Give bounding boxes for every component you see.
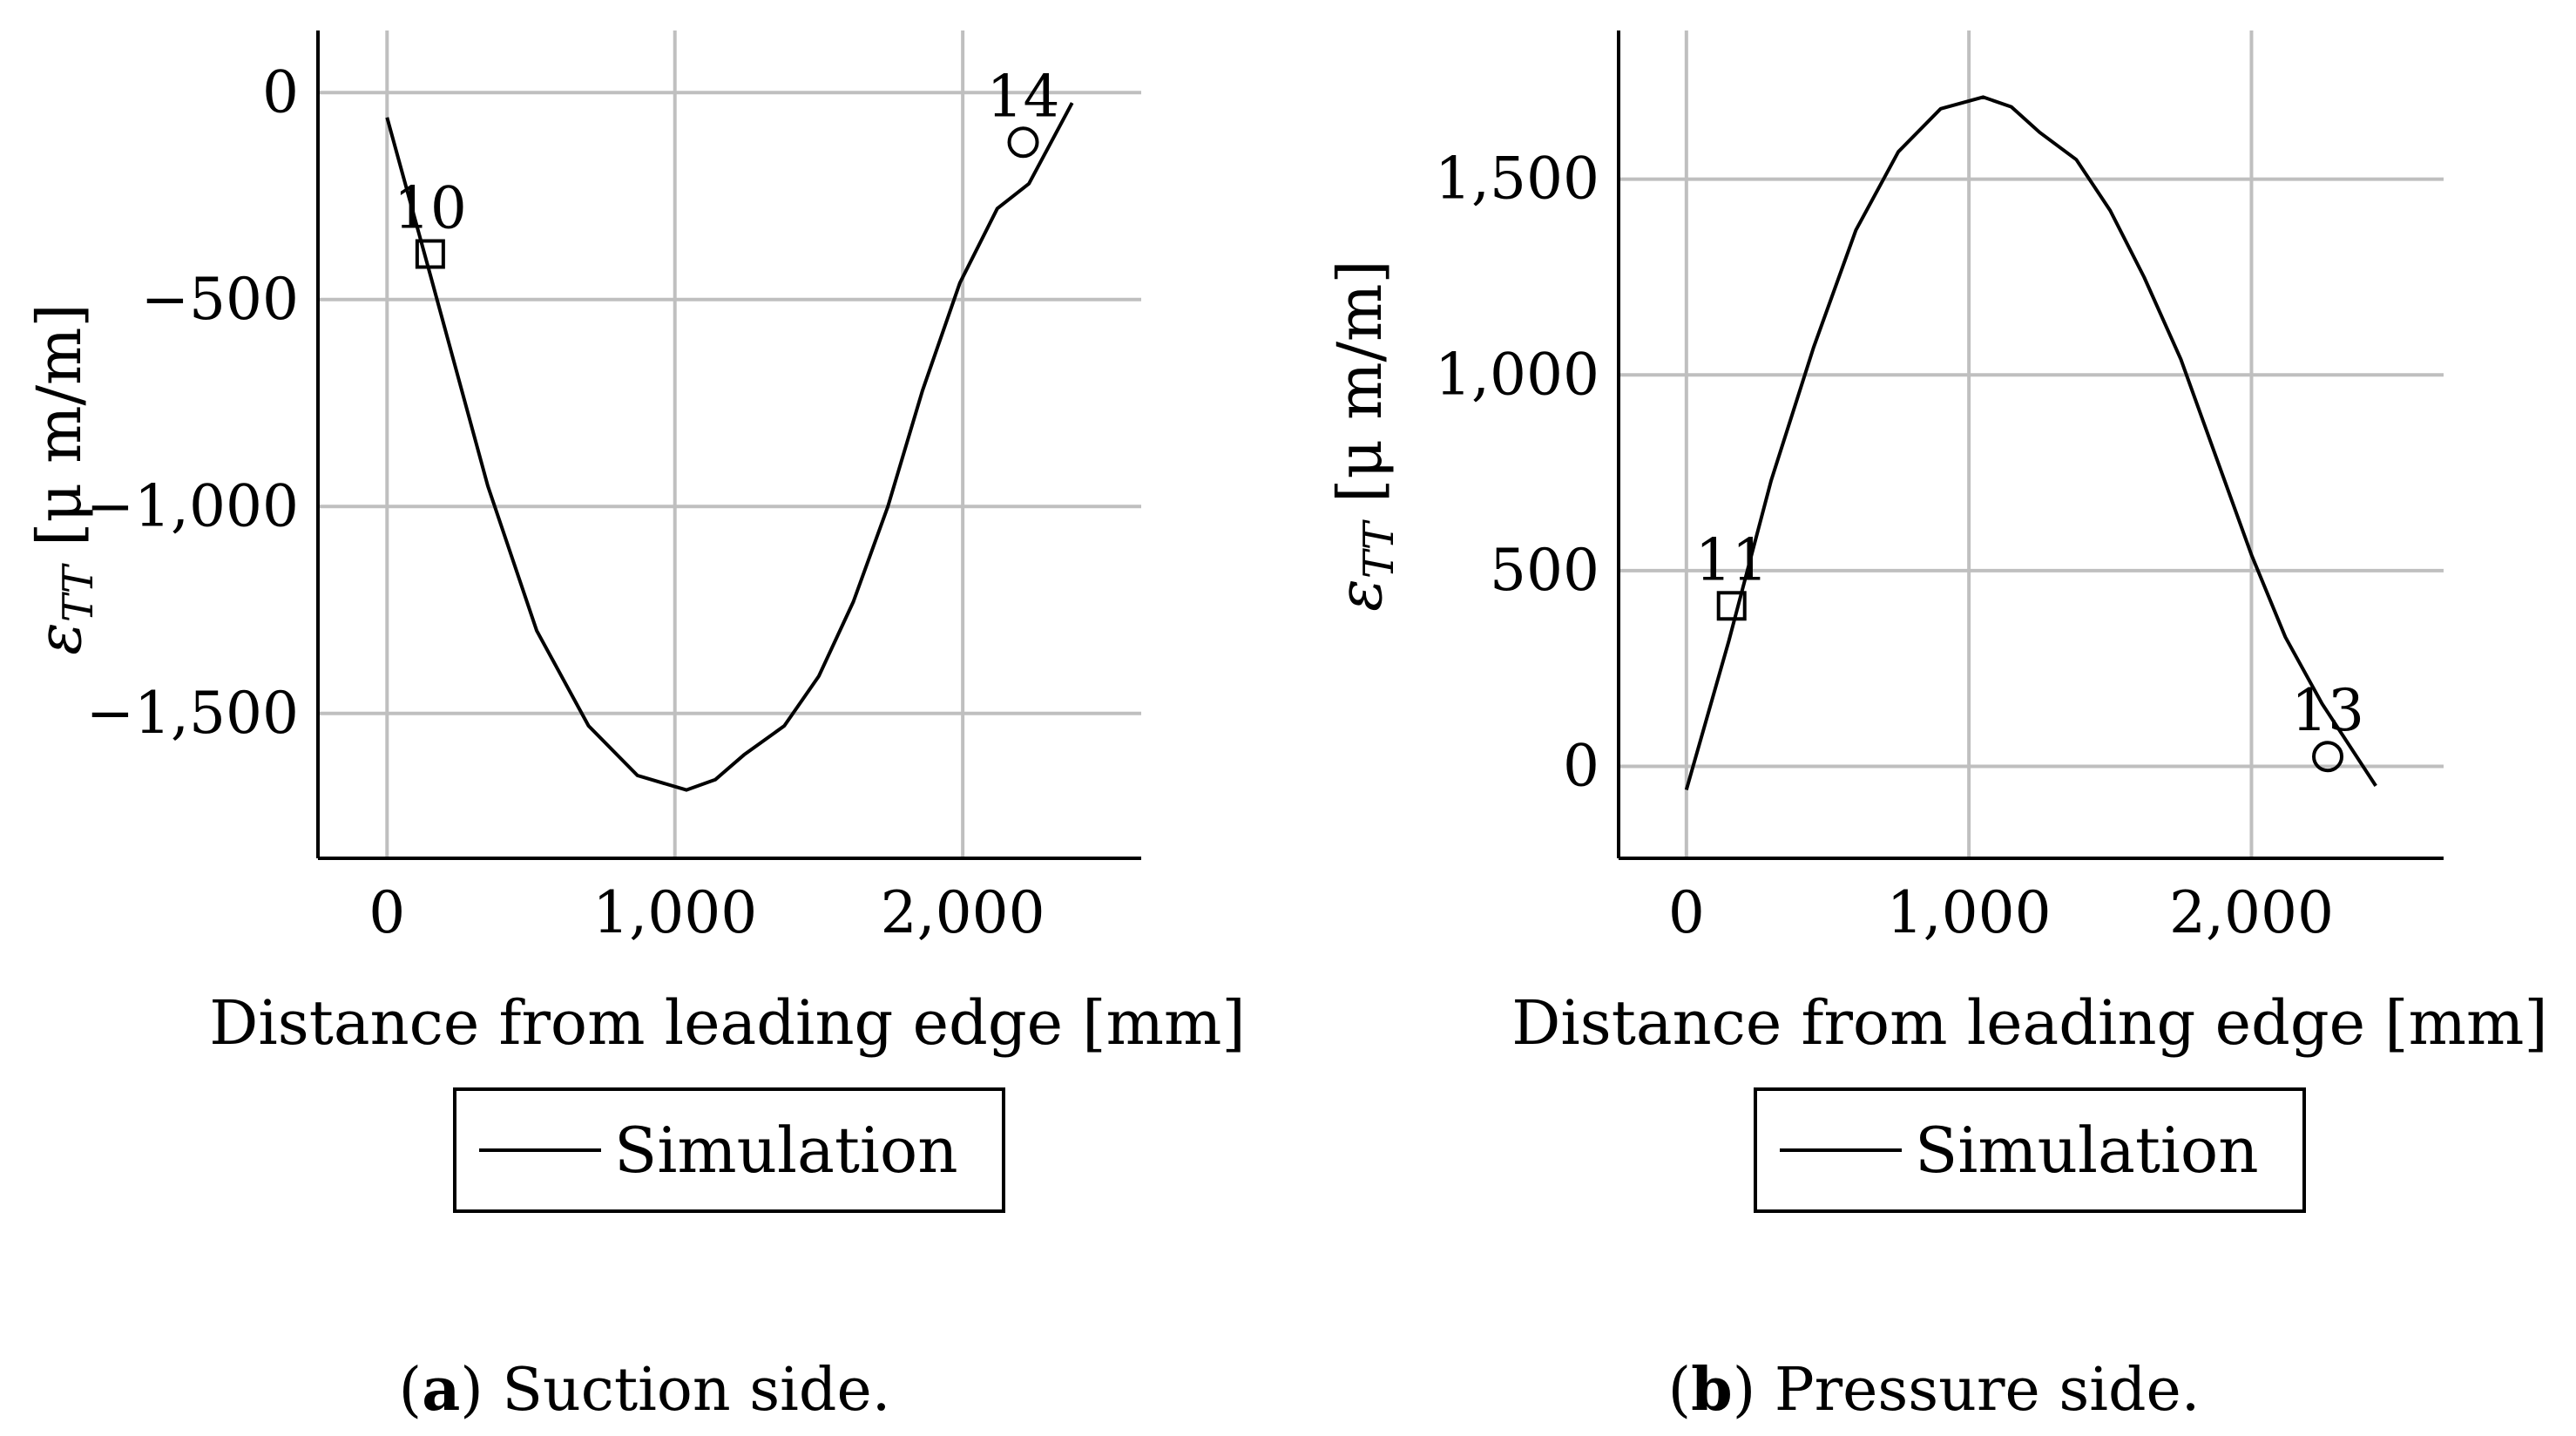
panel-b-point-11-label: 11 <box>1695 526 1768 593</box>
panel-b-tick-labels: 0 1,000 2,000 0 500 1,000 1,500 <box>1435 146 2334 946</box>
panel-a-x-tick-label: 2,000 <box>881 879 1045 946</box>
panel-a-y-tick-label: 0 <box>262 58 299 125</box>
panel-a-points: 10 14 <box>394 63 1060 269</box>
panel-a-legend-label: Simulation <box>614 1114 958 1187</box>
panel-b-series-line-simulation <box>1684 95 2377 790</box>
panel-a-y-tick-label: −1,500 <box>86 680 299 747</box>
panel-a-caption-letter: a <box>422 1355 460 1425</box>
panel-a-x-tick-label: 0 <box>368 879 405 946</box>
panel-b-series <box>1684 95 2377 790</box>
panel-b-grid <box>1619 30 2444 858</box>
panel-a-suction-side: 0 1,000 2,000 0 −500 −1,000 −1,500 10 14 εTT [μ… <box>24 30 1246 1425</box>
panel-a-point-10-square-marker <box>415 239 445 269</box>
panel-b-caption-open-paren: ( <box>1668 1356 1692 1425</box>
panel-a-point-14-label: 14 <box>987 63 1060 130</box>
panel-a-point-14-circle-marker <box>1007 126 1039 159</box>
panel-a-x-axis-label: Distance from leading edge [mm] <box>209 987 1245 1059</box>
panel-a-caption-text: Suction side. <box>483 1356 891 1425</box>
panel-b-y-tick-label: 1,500 <box>1435 146 1599 213</box>
panel-a-y-tick-label: −500 <box>141 266 299 333</box>
panel-b-axes <box>1617 30 2444 860</box>
panel-a-axes <box>316 30 1141 860</box>
panel-b-point-13-circle-marker <box>2312 741 2344 773</box>
panel-a-grid <box>318 30 1141 858</box>
panel-b-y-tick-label: 500 <box>1490 537 1599 604</box>
panel-a-y-tick-label: −1,000 <box>86 472 299 539</box>
panel-a-point-10-label: 10 <box>394 175 467 242</box>
panel-b-caption-close-paren: ) <box>1733 1356 1756 1425</box>
panel-a-series <box>385 102 1074 792</box>
panel-b-y-tick-label: 0 <box>1563 732 1599 799</box>
panel-b-caption-text: Pressure side. <box>1755 1356 2200 1425</box>
panel-b-x-tick-label: 0 <box>1668 879 1705 946</box>
panel-b-x-axis-label: Distance from leading edge [mm] <box>1511 987 2547 1059</box>
panel-b-caption: (b) Pressure side. <box>1668 1355 2201 1425</box>
panel-a-legend: Simulation <box>453 1087 1005 1213</box>
panel-b-legend: Simulation <box>1754 1087 2306 1213</box>
panel-b-points: 11 13 <box>1695 526 2364 773</box>
panel-a-series-line-simulation <box>385 102 1074 792</box>
panel-b-y-tick-label: 1,000 <box>1435 341 1599 408</box>
panel-a-x-tick-label: 1,000 <box>592 879 757 946</box>
panel-b-x-tick-label: 1,000 <box>1887 879 2052 946</box>
panel-b-legend-label: Simulation <box>1915 1114 2259 1187</box>
panel-a-caption-open-paren: ( <box>399 1356 423 1425</box>
panel-a-caption-close-paren: ) <box>460 1356 483 1425</box>
panel-a-tick-labels: 0 1,000 2,000 0 −500 −1,000 −1,500 <box>86 58 1045 946</box>
panel-b-legend-box <box>1754 1087 2306 1213</box>
panel-a-y-axis-label: εTT [μ m/m] <box>24 303 103 654</box>
panel-b-point-13-label: 13 <box>2291 677 2364 744</box>
panel-b-point-11-square-marker <box>1716 591 1747 621</box>
panel-b-pressure-side: 0 1,000 2,000 0 500 1,000 1,500 11 13 εTT [μ m/… <box>1324 30 2548 1425</box>
panel-b-y-axis-label: εTT [μ m/m] <box>1324 260 1403 611</box>
panel-a-caption: (a) Suction side. <box>399 1355 891 1425</box>
panel-b-x-tick-label: 2,000 <box>2169 879 2334 946</box>
panel-b-caption-letter: b <box>1691 1355 1733 1425</box>
